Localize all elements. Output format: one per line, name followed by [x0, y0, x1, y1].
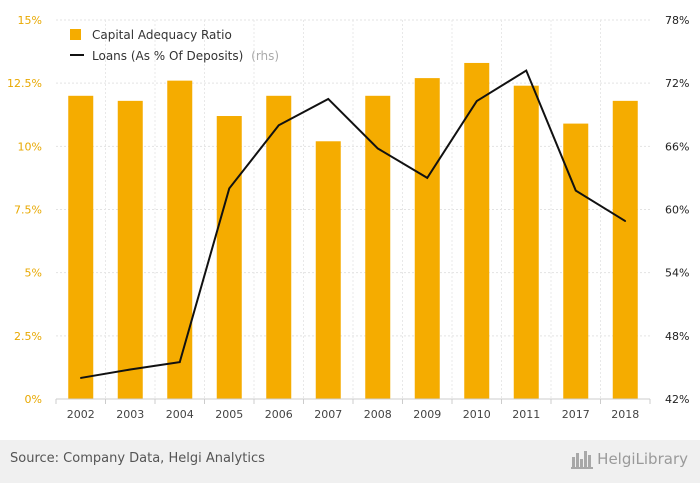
line-point-2006	[277, 124, 280, 127]
line-point-2004	[178, 361, 181, 363]
loans-line	[80, 69, 626, 379]
bar-2008	[365, 95, 391, 400]
brand-logo: HelgiLibrary	[571, 449, 688, 469]
bar-2017	[563, 123, 589, 400]
line-point-2017	[574, 189, 577, 192]
right-tick-label: 60%	[665, 204, 689, 217]
line-point-2005	[228, 187, 231, 190]
x-tick-label: 2010	[463, 408, 491, 421]
legend-label-line: Loans (As % Of Deposits) (rhs)	[92, 49, 279, 63]
bar-2018	[612, 100, 638, 399]
x-tick-label: 2009	[413, 408, 441, 421]
x-tick-label: 2003	[116, 408, 144, 421]
line-point-2010	[475, 100, 478, 102]
left-tick-label: 5%	[25, 267, 42, 280]
bar-2004	[167, 80, 193, 399]
bar-2002	[68, 95, 94, 400]
line-point-2002	[79, 377, 82, 379]
line-series	[79, 69, 627, 379]
legend-swatch-bar	[70, 29, 81, 40]
left-tick-label: 12.5%	[7, 77, 42, 90]
left-tick-label: 10%	[18, 140, 42, 153]
line-point-2011	[525, 69, 528, 72]
line-point-2018	[624, 220, 627, 222]
x-tick-label: 2006	[265, 408, 293, 421]
right-tick-label: 78%	[665, 14, 689, 27]
x-tick-label: 2004	[166, 408, 194, 421]
right-tick-label: 54%	[665, 267, 689, 280]
axes: 0% 2.5% 5% 7.5% 10% 12.5% 15% 42% 48% 54% 60% 66% 72…	[7, 14, 689, 421]
line-point-2009	[426, 177, 429, 179]
bar-2009	[414, 78, 440, 399]
brand-name: HelgiLibrary	[597, 450, 688, 468]
bar-2003	[117, 100, 143, 399]
bar-2011	[513, 85, 539, 400]
bar-2005	[216, 116, 242, 399]
x-tick-label: 2005	[215, 408, 243, 421]
legend-label-line-name: Loans (As % Of Deposits)	[92, 49, 243, 63]
line-point-2008	[376, 147, 379, 150]
chart-area: 0% 2.5% 5% 7.5% 10% 12.5% 15% 42% 48% 54% 60% 66% 72…	[7, 14, 689, 421]
left-tick-label: 0%	[25, 393, 42, 406]
right-tick-label: 42%	[665, 393, 689, 406]
left-tick-label: 7.5%	[14, 204, 42, 217]
bar-2006	[266, 95, 292, 400]
line-point-2007	[327, 98, 330, 100]
library-icon	[571, 451, 594, 469]
legend: Capital Adequacy Ratio Loans (As % Of De…	[70, 28, 279, 63]
legend-label-line-note: (rhs)	[251, 49, 279, 63]
x-tick-label: 2018	[611, 408, 639, 421]
x-tick-label: 2017	[562, 408, 590, 421]
right-tick-label: 72%	[665, 77, 689, 90]
bar-series	[68, 62, 638, 400]
source-note: Source: Company Data, Helgi Analytics	[10, 451, 265, 466]
left-tick-label: 15%	[18, 14, 42, 27]
line-point-2003	[129, 368, 132, 371]
bar-2010	[464, 62, 490, 399]
left-tick-label: 2.5%	[14, 330, 42, 343]
x-tick-label: 2002	[67, 408, 95, 421]
chart-svg: 0% 2.5% 5% 7.5% 10% 12.5% 15% 42% 48% 54% 60% 66% 72…	[7, 14, 689, 421]
legend-label-bar: Capital Adequacy Ratio	[92, 28, 232, 42]
right-tick-label: 48%	[665, 330, 689, 343]
footer: Source: Company Data, Helgi Analytics He…	[0, 440, 700, 483]
x-tick-label: 2008	[364, 408, 392, 421]
gridlines	[56, 19, 650, 399]
right-tick-label: 66%	[665, 140, 689, 153]
x-tick-label: 2011	[512, 408, 540, 421]
bar-2007	[315, 141, 341, 399]
x-tick-label: 2007	[314, 408, 342, 421]
